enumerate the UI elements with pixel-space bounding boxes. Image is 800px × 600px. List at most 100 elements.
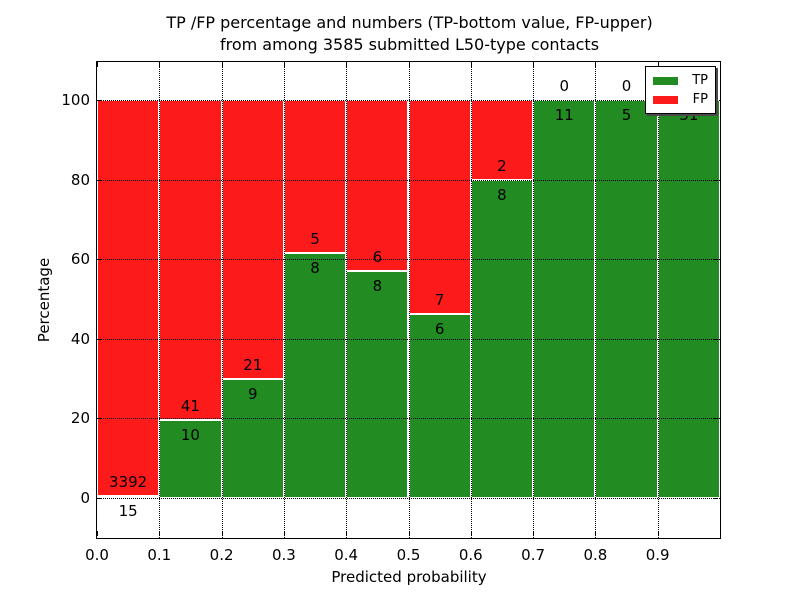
fp-count-label: 21 (243, 355, 263, 374)
fp-count-label: 6 (372, 247, 383, 266)
x-tick-mark (97, 531, 98, 536)
y-tick-label: 40 (70, 329, 90, 348)
x-tick-mark (283, 62, 285, 67)
chart-title-line1: TP /FP percentage and numbers (TP-bottom… (166, 13, 653, 32)
x-tick-label: 0.6 (458, 546, 483, 564)
legend-tp-swatch (653, 76, 678, 85)
bar-tp-segment (533, 100, 596, 498)
y-tick-mark (97, 100, 102, 101)
y-tick-mark (713, 259, 718, 261)
fp-count-label: 0 (621, 77, 632, 95)
tp-count-label: 15 (118, 502, 138, 521)
y-tick-label: 100 (61, 91, 90, 109)
y-tick-mark (97, 259, 102, 261)
x-gridline (221, 62, 223, 538)
x-tick-mark (595, 62, 597, 67)
tp-count-label: 9 (247, 384, 258, 403)
x-gridline (408, 62, 410, 538)
y-tick-mark (97, 338, 102, 340)
x-tick-mark (221, 531, 223, 536)
tp-count-label: 8 (497, 185, 507, 204)
tp-count-label: 10 (180, 425, 200, 444)
fp-count-label: 0 (559, 77, 570, 95)
x-gridline (283, 62, 285, 538)
bar-fp-segment (346, 100, 409, 271)
tp-count-label: 11 (554, 106, 574, 124)
x-axis-label: Predicted probability (331, 568, 487, 586)
y-tick-mark (97, 418, 102, 420)
y-tick-mark (713, 338, 718, 340)
fp-count-label: 3392 (109, 473, 148, 492)
bar-fp-segment (408, 100, 471, 315)
fp-count-label: 7 (434, 291, 445, 310)
plot-area: 33921541102195868762801105031 (96, 61, 721, 539)
bar-fp-segment (283, 100, 347, 254)
fp-count-label: 2 (497, 156, 507, 175)
x-tick-mark (283, 531, 285, 536)
bar-tp-segment (283, 253, 347, 498)
x-tick-mark (221, 62, 223, 67)
chart-title: TP /FP percentage and numbers (TP-bottom… (97, 12, 722, 56)
x-tick-mark (533, 531, 535, 536)
x-tick-label: 0.5 (396, 546, 421, 564)
legend-tp-label: TP (692, 73, 708, 88)
y-tick-mark (97, 179, 102, 181)
x-tick-mark (657, 62, 659, 67)
tp-count-label: 6 (434, 320, 445, 339)
x-tick-label: 0.0 (85, 546, 109, 564)
bar-tp-segment (346, 270, 409, 498)
x-tick-mark (97, 62, 98, 67)
y-tick-mark (97, 498, 102, 499)
bar-fp-segment (221, 100, 284, 379)
x-tick-label: 0.1 (147, 546, 172, 564)
y-tick-label: 20 (70, 409, 90, 428)
fp-count-label: 41 (180, 396, 200, 415)
x-tick-label: 0.7 (521, 546, 546, 564)
chart-title-line2: from among 3585 submitted L50-type conta… (219, 35, 600, 54)
bar-tp-segment (97, 496, 160, 499)
x-tick-label: 0.8 (583, 546, 608, 564)
bar-fp-segment (97, 100, 160, 497)
bar-tp-segment (408, 314, 471, 498)
x-gridline (595, 62, 597, 538)
y-tick-label: 0 (80, 489, 90, 507)
tp-count-label: 8 (372, 276, 383, 295)
x-tick-mark (408, 531, 410, 536)
x-tick-mark (595, 531, 597, 536)
x-tick-mark (408, 62, 410, 67)
x-tick-mark (533, 62, 535, 67)
x-tick-label: 0.4 (334, 546, 359, 564)
legend-fp-label: FP (692, 92, 708, 107)
legend-item-tp: TP (653, 73, 708, 88)
x-tick-mark (470, 531, 472, 536)
tp-count-label: 5 (621, 106, 632, 124)
bar-tp-segment (221, 378, 284, 498)
y-tick-mark (713, 498, 718, 499)
x-gridline (533, 62, 535, 538)
y-tick-mark (713, 418, 718, 420)
bar-tp-segment (657, 100, 720, 498)
bar-tp-segment (595, 100, 658, 498)
bar-tp-segment (470, 179, 534, 498)
x-tick-mark (657, 531, 659, 536)
tp-count-label: 8 (310, 259, 320, 278)
x-tick-label: 0.3 (271, 546, 296, 564)
y-tick-label: 60 (70, 250, 90, 269)
x-tick-mark (159, 531, 161, 536)
x-tick-mark (346, 531, 348, 536)
x-tick-label: 0.9 (645, 546, 670, 564)
x-gridline (657, 62, 659, 538)
y-tick-mark (713, 179, 718, 181)
legend: TP FP (645, 66, 716, 114)
fp-count-label: 5 (310, 230, 320, 249)
x-tick-mark (159, 62, 161, 67)
x-tick-label: 0.2 (209, 546, 234, 564)
x-gridline (159, 62, 161, 538)
y-tick-label: 80 (70, 170, 90, 189)
legend-fp-swatch (653, 95, 678, 104)
x-tick-mark (346, 62, 348, 67)
x-gridline (346, 62, 348, 538)
x-tick-mark (470, 62, 472, 67)
x-gridline (470, 62, 472, 538)
